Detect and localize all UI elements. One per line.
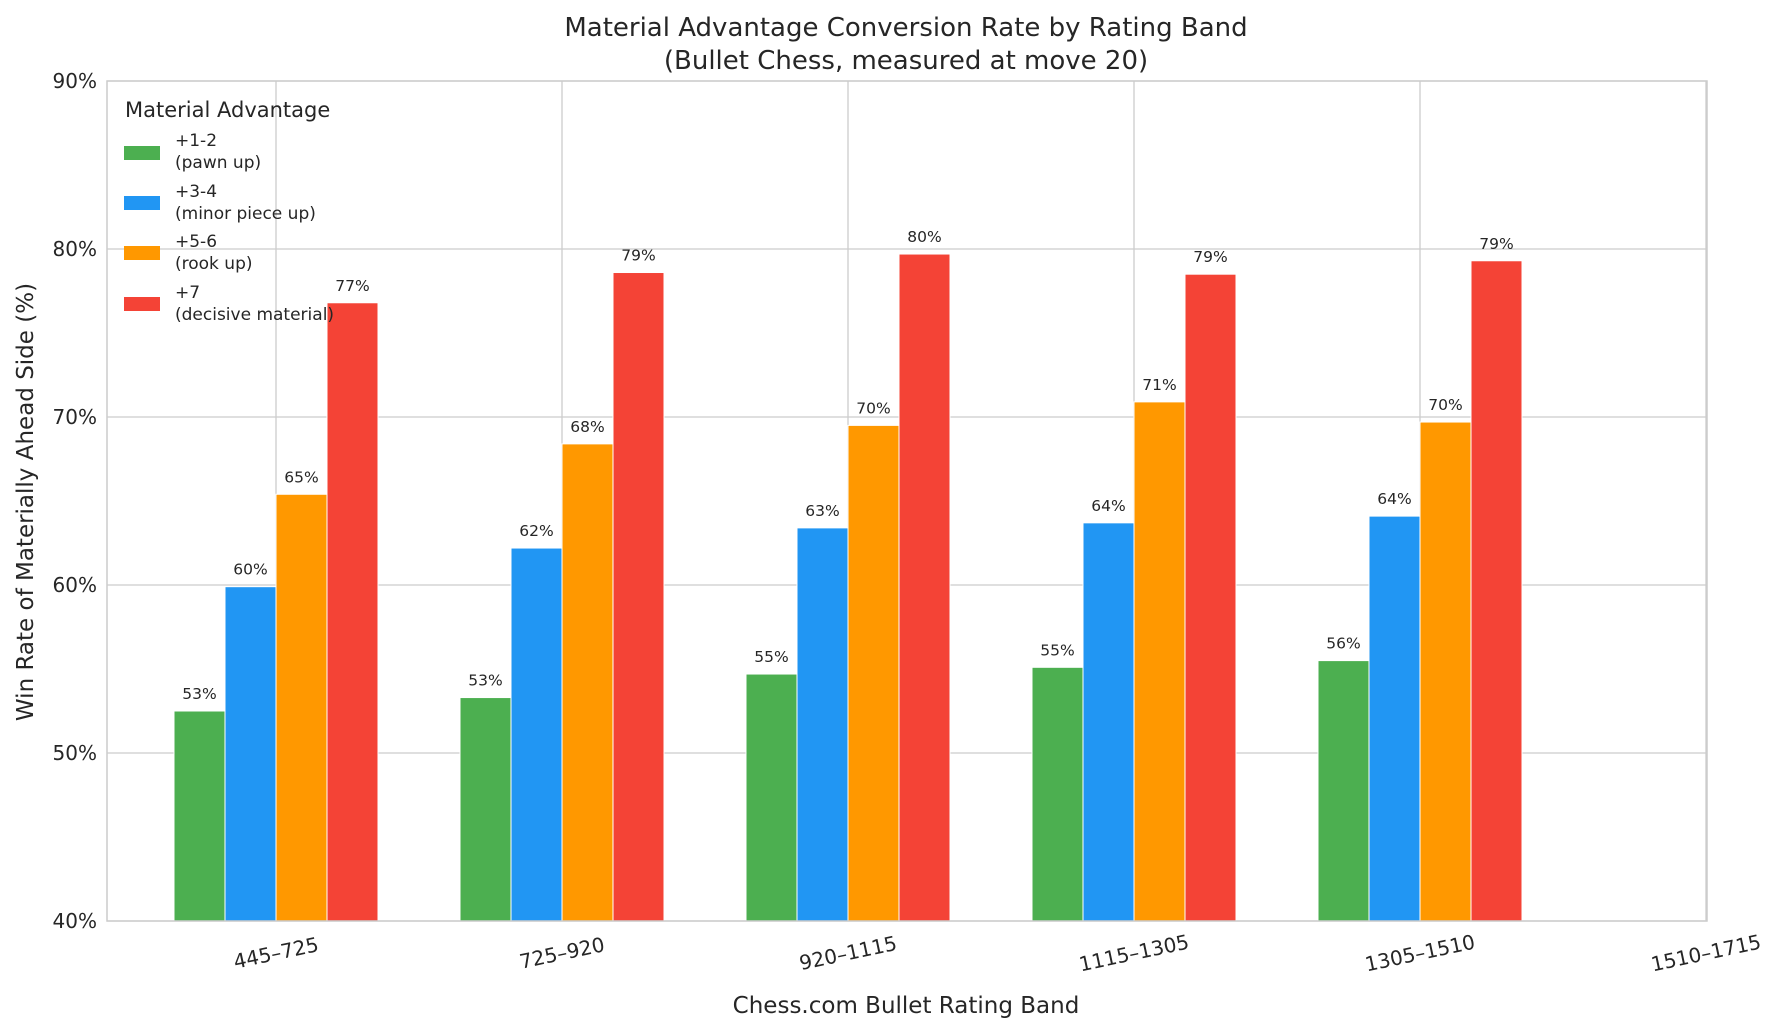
bar — [173, 710, 226, 922]
bar-labels: 53% 53% 55% 55% 56% 60% 62% 63% 64% 64% 65% 68% 70% 7… — [182, 228, 1513, 703]
bar — [1419, 421, 1472, 922]
y-tick-label: 70% — [53, 405, 97, 429]
bar-value-label: 80% — [907, 228, 941, 246]
bar — [796, 527, 849, 922]
legend-entry-pawn-up: +1-2 (pawn up) — [124, 131, 261, 173]
bar-value-label: 79% — [1193, 248, 1227, 266]
x-axis-label: Chess.com Bullet Rating Band — [733, 993, 1080, 1019]
legend-label-rook-up: +5-6 — [175, 232, 217, 252]
bar-value-label: 65% — [284, 468, 318, 486]
bar-value-label: 55% — [754, 648, 788, 666]
bar — [326, 302, 379, 922]
x-tick-label: 1305–1510 — [1363, 930, 1477, 977]
bar-value-label: 71% — [1142, 376, 1176, 394]
bar-value-label: 64% — [1377, 490, 1411, 508]
bar-value-label: 79% — [1479, 235, 1513, 253]
legend-sublabel-rook-up: (rook up) — [175, 254, 253, 274]
bar-value-label: 70% — [1428, 396, 1462, 414]
chart-title-line-2: (Bullet Chess, measured at move 20) — [664, 46, 1148, 76]
legend-sublabel-decisive-material: (decisive material) — [175, 305, 334, 325]
bar-value-label: 68% — [570, 418, 604, 436]
bar — [1133, 401, 1186, 922]
bar — [898, 253, 951, 922]
bar — [847, 424, 900, 922]
bar-value-label: 77% — [335, 277, 369, 295]
x-tick-label: 1115–1305 — [1077, 930, 1191, 977]
legend-sublabel-minor-piece-up: (minor piece up) — [175, 204, 316, 224]
legend-label-minor-piece-up: +3-4 — [175, 182, 217, 202]
y-tick-label: 50% — [53, 741, 97, 765]
bar — [459, 697, 512, 922]
bar-value-label: 60% — [233, 561, 267, 579]
y-tick-label: 90% — [53, 69, 97, 93]
plot-frame — [106, 80, 1708, 922]
chart-title-line-1: Material Advantage Conversion Rate by Ra… — [564, 13, 1247, 43]
y-tick-label: 80% — [53, 237, 97, 261]
y-tick-label: 40% — [53, 909, 97, 933]
bar — [561, 443, 614, 922]
legend-swatch-rook-up — [124, 246, 160, 260]
bar-value-label: 63% — [805, 502, 839, 520]
bar — [1082, 522, 1135, 922]
bar — [275, 493, 328, 922]
y-tick-label: 60% — [53, 573, 97, 597]
bar — [1031, 666, 1084, 922]
legend-swatch-pawn-up — [124, 146, 160, 160]
legend: Material Advantage +1-2 (pawn up) +3-4 (… — [124, 98, 334, 325]
bar — [1470, 260, 1523, 922]
legend-label-pawn-up: +1-2 — [175, 131, 217, 151]
legend-swatch-decisive-material — [124, 297, 160, 311]
bar — [510, 547, 563, 922]
legend-label-decisive-material: +7 — [175, 283, 200, 303]
bar — [612, 272, 665, 922]
x-tick-label: 725–920 — [517, 932, 606, 973]
bar-value-label: 55% — [1040, 641, 1074, 659]
x-axis-ticks: 445–725 725–920 920–1115 1115–1305 1305–1510… — [231, 930, 1763, 977]
legend-entry-minor-piece-up: +3-4 (minor piece up) — [124, 182, 316, 224]
x-tick-label: 1510–1715 — [1649, 930, 1763, 977]
y-axis-ticks: 40% 50% 60% 70% 80% 90% — [53, 69, 97, 933]
legend-entry-decisive-material: +7 (decisive material) — [124, 283, 334, 325]
legend-swatch-minor-piece-up — [124, 196, 160, 210]
bar — [1317, 660, 1370, 922]
legend-title: Material Advantage — [125, 98, 330, 122]
x-tick-label: 445–725 — [231, 932, 320, 973]
bar-value-label: 70% — [856, 399, 890, 417]
bar-value-label: 53% — [468, 672, 502, 690]
bar — [1184, 273, 1237, 922]
bar — [745, 673, 798, 922]
bar-value-label: 53% — [182, 685, 216, 703]
legend-entry-rook-up: +5-6 (rook up) — [124, 232, 253, 274]
bars — [173, 253, 1523, 922]
bar-value-label: 79% — [621, 247, 655, 265]
bar-value-label: 56% — [1326, 635, 1360, 653]
bar — [1368, 515, 1421, 922]
bar-value-label: 62% — [519, 522, 553, 540]
y-axis-label: Win Rate of Materially Ahead Side (%) — [13, 283, 39, 721]
x-tick-label: 920–1115 — [797, 931, 899, 975]
legend-sublabel-pawn-up: (pawn up) — [175, 153, 261, 173]
bar — [224, 586, 277, 922]
bar-value-label: 64% — [1091, 497, 1125, 515]
